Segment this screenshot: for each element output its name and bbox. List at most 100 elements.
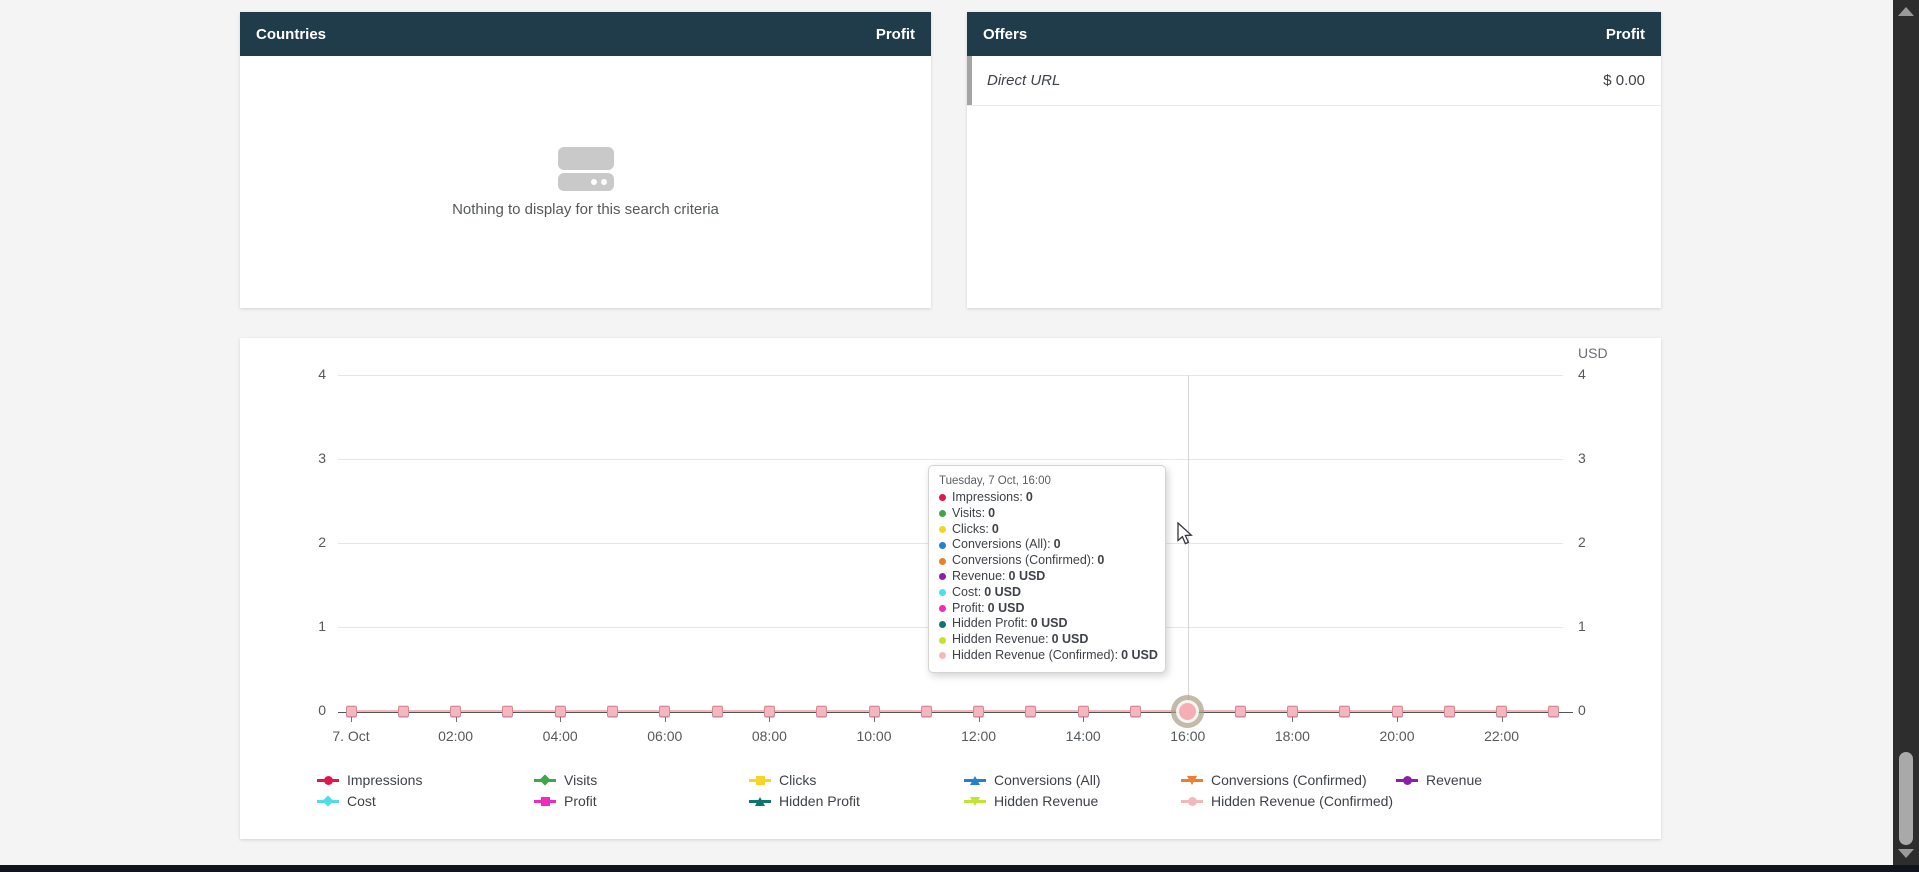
- countries-empty-state: Nothing to display for this search crite…: [240, 56, 931, 308]
- tooltip-item: Conversions (All): 0: [939, 537, 1155, 553]
- x-axis-label: 18:00: [1274, 728, 1310, 744]
- offers-metric-selector[interactable]: Profit: [1605, 25, 1645, 43]
- chart-point[interactable]: [973, 705, 985, 717]
- chart-point[interactable]: [711, 705, 723, 717]
- y-axis-label-right: 2: [1578, 534, 1586, 550]
- plot-area[interactable]: Tuesday, 7 Oct, 16:00 Impressions: 0 Visit…: [240, 338, 1661, 839]
- x-axis-label: 14:00: [1065, 728, 1101, 744]
- x-axis-label: 06:00: [647, 728, 683, 744]
- chart-point[interactable]: [397, 705, 409, 717]
- chart-point[interactable]: [345, 705, 357, 717]
- scroll-up-arrow[interactable]: [1898, 7, 1914, 16]
- chart-point[interactable]: [868, 705, 880, 717]
- legend-item-profit[interactable]: Profit: [534, 793, 597, 809]
- chart-point[interactable]: [1077, 705, 1089, 717]
- x-axis-label: 04:00: [542, 728, 578, 744]
- chart-point[interactable]: [1391, 705, 1403, 717]
- x-axis-label: 22:00: [1484, 728, 1520, 744]
- legend-item-clicks[interactable]: Clicks: [749, 772, 816, 788]
- series-color-bullet: [939, 557, 946, 565]
- offer-name[interactable]: Direct URL: [987, 72, 1061, 89]
- triangle-down-marker-icon: [964, 795, 986, 807]
- legend-item-cost[interactable]: Cost: [317, 793, 376, 809]
- countries-panel: Countries Profit Nothing to display for …: [240, 12, 931, 308]
- tooltip-item: Hidden Revenue: 0 USD: [939, 632, 1155, 648]
- x-axis-tick: [769, 714, 771, 722]
- x-axis-label: 10:00: [856, 728, 892, 744]
- chart-point[interactable]: [1339, 705, 1351, 717]
- square-marker-icon: [749, 774, 771, 786]
- offer-profit-value: $ 0.00: [1603, 72, 1645, 89]
- scroll-down-arrow[interactable]: [1898, 849, 1914, 858]
- chart-point[interactable]: [450, 705, 462, 717]
- chart-point[interactable]: [1443, 705, 1455, 717]
- x-axis-label: 08:00: [751, 728, 787, 744]
- chart-point[interactable]: [920, 705, 932, 717]
- tooltip-item: Cost: 0 USD: [939, 585, 1155, 601]
- legend-label: Hidden Revenue: [994, 793, 1099, 809]
- series-color-bullet: [939, 604, 946, 612]
- x-axis-label: 7. Oct: [332, 728, 370, 744]
- series-color-bullet: [939, 620, 946, 628]
- chart-point[interactable]: [1496, 705, 1508, 717]
- series-color-bullet: [939, 589, 946, 597]
- legend-item-hidden-profit[interactable]: Hidden Profit: [749, 793, 860, 809]
- legend-item-revenue[interactable]: Revenue: [1396, 772, 1482, 788]
- chart-point[interactable]: [1286, 705, 1298, 717]
- chart-point[interactable]: [659, 705, 671, 717]
- gridline: [338, 459, 1563, 460]
- scrollbar-thumb[interactable]: [1899, 752, 1913, 845]
- legend-item-conversions-confirmed[interactable]: Conversions (Confirmed): [1181, 772, 1367, 788]
- y-axis-label-right: 3: [1578, 450, 1586, 466]
- series-color-bullet: [939, 636, 946, 644]
- legend-label: Hidden Revenue (Confirmed): [1211, 793, 1394, 809]
- tooltip-item: Revenue: 0 USD: [939, 569, 1155, 585]
- tooltip-item: Clicks: 0: [939, 522, 1155, 538]
- chart-point[interactable]: [1025, 705, 1037, 717]
- legend-item-hidden-revenue-confirmed[interactable]: Hidden Revenue (Confirmed): [1181, 793, 1393, 809]
- chart-panel: Tuesday, 7 Oct, 16:00 Impressions: 0 Visit…: [240, 338, 1661, 839]
- y-axis-label-right: 0: [1578, 702, 1586, 718]
- chart-point[interactable]: [816, 705, 828, 717]
- right-axis-title: USD: [1578, 345, 1608, 361]
- tooltip-item: Conversions (Confirmed): 0: [939, 553, 1155, 569]
- x-axis-tick: [455, 714, 457, 722]
- circle-marker-icon: [1181, 795, 1203, 807]
- legend-label: Impressions: [347, 772, 423, 788]
- legend-item-conversions-all[interactable]: Conversions (All): [964, 772, 1101, 788]
- tooltip-item: Hidden Profit: 0 USD: [939, 616, 1155, 632]
- countries-panel-header: Countries Profit: [240, 12, 931, 56]
- x-axis-tick: [1292, 714, 1294, 722]
- chart-point[interactable]: [502, 705, 514, 717]
- series-color-bullet: [939, 541, 946, 549]
- scrollbar-track[interactable]: [1893, 0, 1919, 866]
- legend-label: Cost: [347, 793, 376, 809]
- legend-label: Conversions (Confirmed): [1211, 772, 1367, 788]
- series-color-bullet: [939, 652, 946, 660]
- chart-point[interactable]: [763, 705, 775, 717]
- legend-label: Visits: [564, 772, 598, 788]
- legend-item-hidden-revenue[interactable]: Hidden Revenue: [964, 793, 1098, 809]
- chart-point[interactable]: [1234, 705, 1246, 717]
- hovered-chart-point[interactable]: [1179, 702, 1197, 720]
- legend-label: Hidden Profit: [779, 793, 860, 809]
- legend-item-impressions[interactable]: Impressions: [317, 772, 422, 788]
- tooltip-item: Profit: 0 USD: [939, 601, 1155, 617]
- y-axis-label-right: 4: [1578, 366, 1586, 382]
- countries-metric-selector[interactable]: Profit: [875, 25, 915, 43]
- triangle-down-marker-icon: [1181, 774, 1203, 786]
- offers-panel-header: Offers Profit: [967, 12, 1661, 56]
- offers-panel: Offers Profit Direct URL $ 0.00: [967, 12, 1661, 308]
- x-axis-line: [338, 712, 1573, 713]
- legend-item-visits[interactable]: Visits: [534, 772, 597, 788]
- series-color-bullet: [939, 573, 946, 581]
- chart-point[interactable]: [1130, 705, 1141, 717]
- series-line: [351, 710, 1554, 712]
- chart-point[interactable]: [554, 705, 566, 717]
- chart-point[interactable]: [607, 705, 618, 717]
- chart-point[interactable]: [1548, 705, 1560, 717]
- y-axis-label-right: 1: [1578, 618, 1586, 634]
- square-marker-icon: [534, 795, 556, 807]
- x-axis-tick: [351, 714, 352, 722]
- offer-row[interactable]: Direct URL $ 0.00: [967, 56, 1661, 106]
